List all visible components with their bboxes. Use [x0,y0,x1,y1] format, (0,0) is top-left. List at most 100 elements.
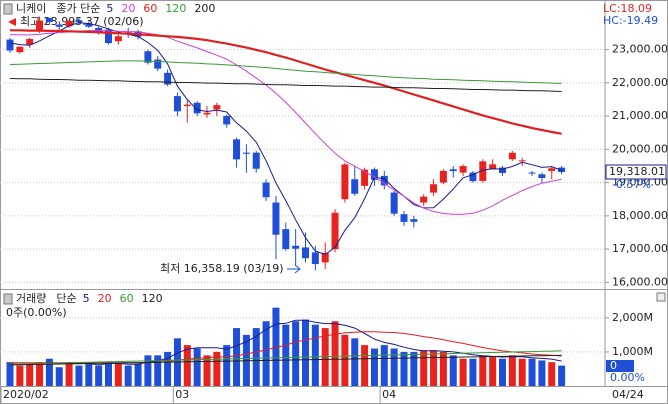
low-annotation: 최저 16,358.19 (03/19) [160,262,284,275]
legend-title: 거래량 [16,292,46,305]
volume-bar [459,358,467,386]
candle-body [499,167,506,173]
candle-body [292,245,300,249]
last-price-box [605,164,667,180]
close-button[interactable] [656,292,666,302]
y-tick-label: 16,000.00 [612,275,668,288]
candle-body [75,20,83,23]
volume-bar [55,367,63,386]
volume-bar [331,321,339,386]
candle-body [380,175,388,186]
volume-current-box [606,360,634,372]
ma-line [9,30,562,215]
x-tick-label: 03 [175,388,189,401]
volume-bar [154,355,162,386]
candle-body [518,160,526,162]
volume-bar [390,348,398,386]
candle-body [538,174,546,179]
candle-body [508,152,516,160]
candle-body [361,169,369,186]
volume-bar [489,357,497,386]
legend-item: 120 [165,2,186,15]
volume-bar [469,358,477,386]
volume-ma-line [9,350,562,365]
candle-body [45,17,53,23]
volume-bar [183,345,191,386]
candle-body [114,36,122,42]
last-price: 19,318.01 [609,165,665,178]
volume-bar [518,358,526,386]
volume-bar [370,348,378,386]
lc-label: LC:18.09 [603,2,652,15]
candle-body [262,182,270,198]
volume-bar [85,363,93,386]
candle-body [390,192,398,214]
volume-bar [262,321,270,386]
volume-bar [361,345,369,386]
volume-bar [528,358,536,386]
volume-bar [45,358,53,386]
volume-ma-line [9,354,562,366]
x-tick-label: 04 [382,388,396,401]
volume-bar [193,348,201,386]
candle-body [6,39,14,51]
candle-body [282,229,290,250]
volume-bar [292,321,300,386]
volume-bar [6,362,14,386]
volume-bar [65,362,73,386]
volume-bar [124,365,132,386]
candle-body [173,96,181,112]
candle-body [459,166,467,173]
candle-body [85,22,93,27]
candle-body [213,105,221,110]
volume-bar [400,351,408,386]
candle-body [558,167,566,173]
hc-label: HC:-19.49 [603,14,658,27]
candle-body [489,164,497,170]
legend-item: 60 [143,2,157,15]
change: -0.57% [612,178,651,191]
volume-bar [203,355,211,386]
candle-body [469,172,477,182]
candle-body [223,116,231,125]
y-tick-label: 17,000.00 [612,242,668,255]
y-tick-label: 22,000.00 [612,76,668,89]
volume-bar [95,365,103,386]
ma-line [9,60,562,84]
candle-body [548,168,556,171]
candle-body [65,20,73,27]
candle-body [410,219,418,222]
candle-body [479,161,487,181]
pane-icon[interactable] [3,293,13,305]
legend-item: 5 [83,292,90,305]
candle-body [26,38,34,45]
candle-body [16,46,24,53]
volume-status: 0주(0.00%) [6,306,67,319]
candle-body [183,104,191,107]
y-tick-label: 18,000.00 [612,209,668,222]
volume-bar [164,351,172,386]
volume-bar [282,324,290,386]
volume-bar [538,360,546,386]
candle-body [252,152,260,169]
volume-bar [410,351,418,386]
volume-bar [36,362,44,386]
volume-current: 0 [610,359,617,372]
volume-bar [272,307,280,386]
volume-bar [420,350,428,386]
volume-bar [479,355,487,386]
volume-bar [105,362,112,386]
y-tick-label: 2,000M [612,311,653,324]
y-tick-label: 21,000.00 [612,109,668,122]
low-arrow [287,264,301,274]
volume-bar [114,363,122,386]
candle-body [233,139,241,160]
candle-body [203,112,211,115]
legend-subtitle: 종가 단순 [56,2,100,15]
volume-bar [233,328,241,386]
candle-body [193,102,201,114]
pane-icon[interactable] [3,3,13,15]
candle-body [370,169,378,180]
candle-body [528,172,536,174]
